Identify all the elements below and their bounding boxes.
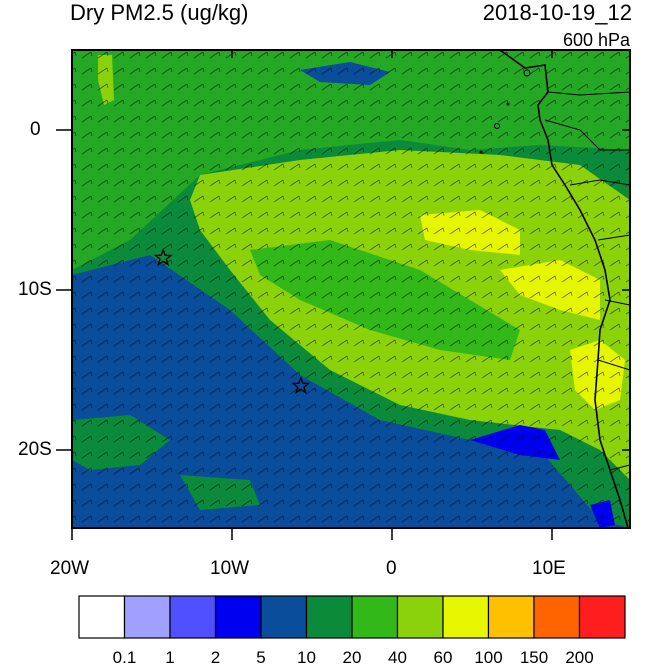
legend-swatch [305, 595, 353, 639]
lon-label-20w: 20W [50, 558, 90, 579]
legend-swatch [123, 595, 171, 639]
legend-swatch [533, 595, 581, 639]
legend-swatch [351, 595, 399, 639]
legend-label: 200 [565, 648, 594, 667]
pressure-level: 600 hPa [562, 30, 630, 50]
legend-swatch [396, 595, 444, 639]
legend-label: 5 [256, 648, 266, 667]
legend-label: 100 [474, 648, 503, 667]
legend-swatch [578, 595, 626, 639]
legend-label: 0.1 [112, 648, 137, 667]
site-star-2 [291, 376, 311, 395]
lon-label-10w: 10W [210, 558, 250, 579]
legend-label: 150 [519, 648, 549, 667]
site-star-1 [153, 248, 173, 267]
legend-swatch [487, 595, 535, 639]
legend-label: 1 [165, 648, 175, 667]
lat-label-20s: 20S [18, 439, 52, 460]
axis-ticks [56, 50, 630, 540]
legend-swatch [260, 595, 308, 639]
legend-swatch [214, 595, 262, 639]
shading-layer [72, 50, 630, 528]
map-frame [71, 49, 631, 529]
map-title: Dry PM2.5 (ug/kg) [70, 0, 249, 25]
lat-label-0: 0 [30, 119, 41, 140]
map-datetime: 2018-10-19_12 [482, 0, 632, 25]
legend-label: 10 [297, 648, 316, 667]
legend-label: 2 [210, 648, 221, 667]
legend-swatch [78, 595, 126, 639]
legend-label: 20 [342, 648, 362, 667]
lat-label-10s: 10S [18, 279, 52, 300]
legend-label: 40 [388, 648, 407, 667]
lon-label-0: 0 [386, 558, 397, 579]
legend-swatch [442, 595, 490, 639]
legend-label: 60 [433, 648, 453, 667]
lon-label-10e: 10E [532, 558, 566, 579]
legend-swatch [169, 595, 217, 639]
